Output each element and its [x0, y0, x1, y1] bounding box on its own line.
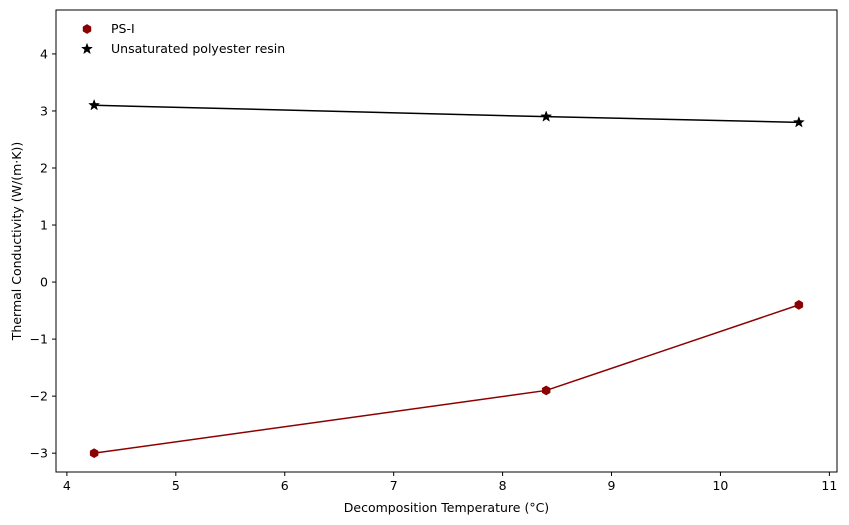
- legend-label-ps-i: PS-I: [111, 21, 135, 36]
- x-tick-label: 5: [172, 478, 180, 493]
- plot-area: [55, 9, 838, 473]
- legend-item-ps-i: PS-I: [82, 21, 135, 36]
- x-axis-ticks: 4 5 6 7 8 9 10 11: [63, 472, 837, 493]
- y-tick-label: −1: [30, 332, 48, 347]
- data-point: [540, 110, 553, 122]
- x-tick-label: 8: [499, 478, 507, 493]
- data-point: [89, 448, 99, 459]
- y-tick-label: 3: [40, 103, 48, 118]
- y-tick-label: 0: [40, 275, 48, 290]
- x-tick-label: 9: [608, 478, 616, 493]
- data-point: [792, 116, 805, 128]
- series-ps-i: [89, 299, 804, 459]
- legend-marker-shape: [80, 42, 94, 55]
- x-axis-label: Decomposition Temperature (°C): [344, 500, 549, 515]
- legend-marker-shape: [82, 24, 92, 34]
- legend-marker-star: [80, 42, 94, 55]
- x-tick-label: 10: [712, 478, 728, 493]
- x-tick-label: 7: [390, 478, 398, 493]
- legend: PS-I Unsaturated polyester resin: [80, 21, 285, 56]
- data-point: [794, 299, 804, 310]
- y-tick-label: 4: [40, 46, 48, 61]
- x-tick-label: 6: [281, 478, 289, 493]
- y-tick-label: 1: [40, 218, 48, 233]
- series-layer: [88, 98, 805, 459]
- y-tick-label: −2: [30, 389, 48, 404]
- legend-item-unsaturated-polyester-resin: Unsaturated polyester resin: [80, 41, 285, 56]
- y-tick-label: −3: [30, 446, 48, 461]
- x-tick-label: 11: [821, 478, 837, 493]
- y-axis-label: Thermal Conductivity (W/(m·K)): [9, 142, 24, 341]
- legend-label-unsaturated-polyester-resin: Unsaturated polyester resin: [111, 41, 285, 56]
- data-point: [541, 385, 551, 396]
- y-tick-label: 2: [40, 160, 48, 175]
- x-tick-label: 4: [63, 478, 71, 493]
- series-unsaturated-polyester-resin: [88, 98, 805, 128]
- data-point: [88, 98, 101, 111]
- legend-marker-hexagon: [82, 24, 92, 34]
- y-axis-ticks: −3 −2 −1 0 1 2 3 4: [30, 46, 56, 461]
